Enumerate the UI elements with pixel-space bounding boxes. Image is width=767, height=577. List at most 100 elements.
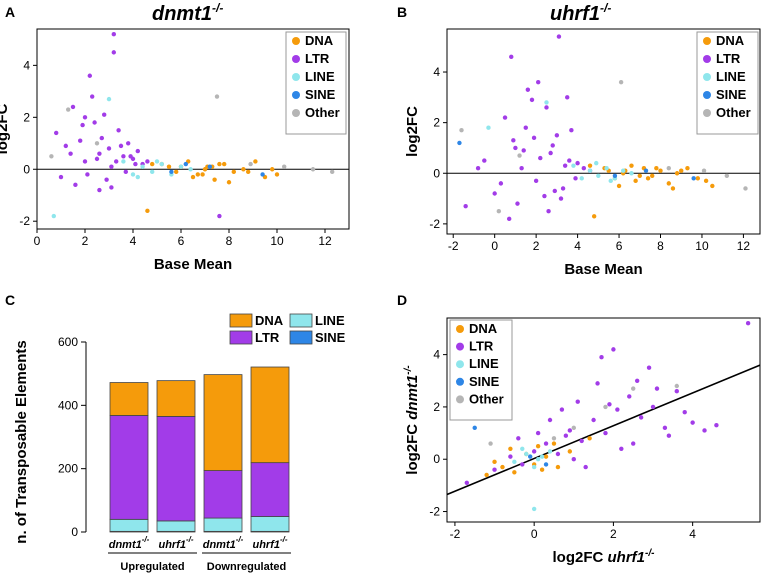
point-dna — [222, 161, 227, 167]
y-tick-label: 200 — [58, 462, 78, 476]
panel-b-title-main: uhrf1 — [550, 3, 600, 25]
point-dna — [567, 449, 573, 454]
y-tick-label: 4 — [23, 58, 30, 72]
point-dna — [500, 464, 505, 470]
legend-swatch-sine — [289, 330, 313, 345]
category-label-gene: uhrf1 — [252, 539, 280, 551]
point-ltr — [506, 216, 512, 222]
y-axis-label: log2FC dnmt1-/- — [403, 365, 421, 475]
legend-marker-dna — [292, 37, 300, 45]
point-dna — [703, 178, 709, 184]
point-ltr — [591, 417, 596, 423]
point-ltr — [94, 156, 100, 162]
point-dna — [174, 169, 179, 175]
category-label-gene: dnmt1 — [109, 539, 142, 551]
x-tick-label: 8 — [657, 239, 664, 253]
point-dna — [274, 172, 280, 177]
x-tick-label: 6 — [178, 234, 185, 248]
point-ltr — [595, 381, 600, 386]
y-tick-label: 0 — [23, 162, 30, 176]
bar-segment-dna — [203, 374, 243, 471]
point-ltr — [638, 415, 644, 420]
point-ltr — [97, 151, 102, 156]
point-ltr — [97, 187, 102, 193]
point-ltr — [109, 185, 114, 190]
point-other — [701, 168, 707, 173]
x-tick-label: -2 — [450, 527, 461, 541]
category-label: dnmt1-/- — [203, 535, 244, 551]
point-line — [571, 163, 576, 168]
point-ltr — [546, 209, 551, 214]
y-tick-label: 0 — [71, 525, 78, 539]
point-ltr — [82, 159, 88, 164]
point-ltr — [555, 451, 561, 457]
point-ltr — [520, 462, 525, 467]
point-ltr — [569, 128, 574, 133]
point-ltr — [114, 159, 119, 164]
point-ltr — [583, 464, 588, 470]
point-ltr — [559, 407, 565, 412]
point-line — [531, 464, 537, 470]
point-other — [66, 107, 71, 112]
point-ltr — [519, 165, 524, 171]
panel-letter-c: C — [5, 292, 15, 308]
point-sine — [260, 172, 265, 177]
point-ltr — [654, 386, 660, 391]
x-tick-label: 12 — [318, 234, 332, 248]
point-ltr — [542, 193, 547, 199]
legend-label-line: LINE — [469, 356, 499, 371]
point-dna — [645, 176, 651, 181]
point-ltr — [90, 94, 95, 99]
point-sine — [472, 425, 477, 431]
point-ltr — [508, 454, 513, 459]
point-dna — [587, 163, 593, 168]
point-ltr — [102, 112, 107, 117]
panel-letter-b: B — [397, 4, 407, 20]
point-dna — [543, 454, 549, 459]
point-ltr — [63, 143, 68, 149]
point-ltr — [581, 165, 587, 171]
x-tick-label: 6 — [616, 239, 623, 253]
point-dna — [710, 183, 715, 189]
point-dna — [145, 208, 150, 214]
point-ltr — [521, 148, 526, 153]
point-dna — [679, 168, 684, 173]
x-tick-label: 0 — [531, 527, 538, 541]
point-ltr — [511, 138, 516, 143]
point-sine — [643, 168, 649, 173]
point-dna — [670, 186, 676, 191]
point-dna — [231, 169, 236, 175]
point-ltr — [464, 480, 470, 485]
category-label-sup: -/- — [142, 535, 150, 544]
legend-swatch-dna — [229, 313, 253, 328]
category-label-sup: -/- — [186, 535, 194, 544]
legend: DNA LTR LINE SINE Other — [449, 319, 513, 421]
point-dna — [150, 161, 155, 167]
bar-segment-ltr — [203, 470, 243, 519]
point-ltr — [544, 105, 549, 110]
point-ltr — [135, 148, 140, 154]
x-tick-label: -2 — [448, 239, 459, 253]
legend: DNA LTR LINE SINE Other — [285, 31, 347, 135]
x-axis-label: Base Mean — [154, 256, 232, 273]
point-ltr — [106, 146, 112, 151]
point-line — [150, 169, 155, 175]
point-other — [743, 186, 748, 191]
point-dna — [654, 165, 659, 171]
point-line — [520, 446, 525, 451]
bar-segment-line — [109, 518, 149, 532]
point-dna — [637, 173, 642, 178]
point-dna — [484, 472, 489, 478]
point-line — [106, 96, 112, 102]
y-tick-label: 4 — [433, 65, 440, 79]
point-line — [608, 178, 613, 184]
legend-label-other: Other — [716, 105, 751, 120]
y-tick-label: 0 — [433, 452, 440, 466]
bar-segment-ltr — [250, 462, 290, 517]
bar-segment-dna — [250, 366, 290, 464]
point-ltr — [515, 201, 520, 206]
point-ltr — [73, 182, 78, 188]
y-axis-label-sup: -/- — [403, 365, 414, 375]
point-ltr — [690, 420, 695, 425]
point-ltr — [111, 50, 117, 55]
